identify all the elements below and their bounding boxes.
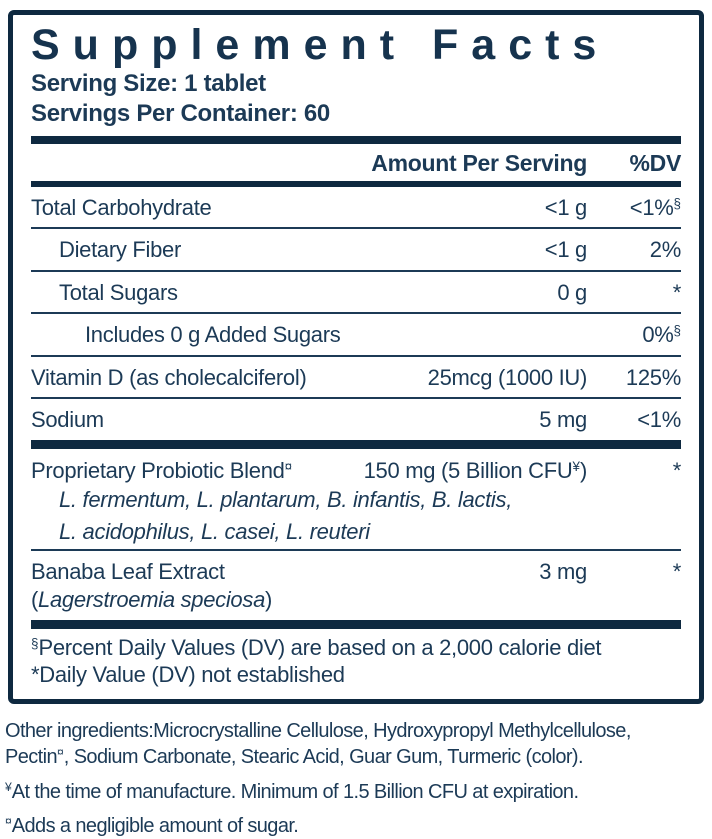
footnote-text: Percent Daily Values (DV) are based on a…: [38, 635, 602, 661]
divider-thin: [31, 549, 681, 552]
dv-value: <1%: [629, 194, 674, 220]
dv-footnote-marker: §: [673, 195, 681, 211]
banaba-dv: *: [672, 559, 682, 585]
banaba-amount: 3 mg: [539, 559, 587, 585]
yen-marker: ¥: [5, 779, 12, 794]
supplement-facts-panel: Supplement Facts Serving Size: 1 tablet …: [8, 10, 704, 704]
table-row: Total Carbohydrate <1 g <1%§: [31, 187, 681, 230]
servings-per-container: Servings Per Container: 60: [31, 100, 330, 128]
nutrient-amount: 5 mg: [539, 407, 587, 433]
footnote-daily-values: §Percent Daily Values (DV) are based on …: [31, 635, 681, 662]
blend-name: Proprietary Probiotic Blend¤: [31, 457, 352, 485]
header-dv: %DV: [629, 149, 681, 176]
footnotes: §Percent Daily Values (DV) are based on …: [31, 629, 681, 691]
blend-species-line: L. acidophilus, L. casei, L. reuteri: [59, 518, 370, 544]
banaba-name-pre: Banaba Leaf Extract (: [31, 559, 225, 612]
nutrient-amount: 25mcg (1000 IU): [427, 364, 588, 390]
blend-amount-text: 150 mg (5 Billion CFU: [363, 457, 573, 483]
banaba-name-post: ): [265, 586, 273, 612]
header-amount-per-serving: Amount Per Serving: [371, 149, 587, 176]
divider-thick: [31, 135, 681, 144]
nutrient-name: Vitamin D (as cholecalciferol): [31, 364, 307, 390]
table-row: Vitamin D (as cholecalciferol) 25mcg (10…: [31, 357, 681, 400]
note-text: Adds a negligible amount of sugar.: [11, 815, 299, 837]
nutrient-name: Total Sugars: [59, 279, 178, 305]
nutrient-dv: 0%§: [587, 321, 681, 349]
nutrient-dv: 125%: [625, 364, 681, 390]
table-row-blend: Proprietary Probiotic Blend¤ 150 mg (5 B…: [31, 449, 681, 487]
banaba-latin-name: Lagerstroemia speciosa: [38, 586, 265, 612]
table-row-banaba: Banaba Leaf Extract (Lagerstroemia speci…: [31, 551, 681, 620]
other-ingredients-line2: Pectin¤, Sodium Carbonate, Stearic Acid,…: [5, 744, 708, 770]
blend-species-line: L. fermentum, L. plantarum, B. infantis,…: [59, 487, 513, 513]
nutrient-amount: <1 g: [544, 194, 588, 220]
nutrient-dv: <1%§: [587, 194, 681, 222]
below-panel-notes: Other ingredients:Microcrystalline Cellu…: [0, 704, 712, 839]
nutrient-name: Includes 0 g Added Sugars: [85, 322, 341, 348]
dv-value: 0%: [642, 322, 674, 348]
ingredient-text: , Sodium Carbonate, Stearic Acid, Guar G…: [63, 746, 584, 769]
blend-dv: *: [672, 457, 682, 483]
divider-thick: [31, 439, 681, 449]
divider-medium: [31, 180, 681, 187]
other-ingredients-line1: Other ingredients:Microcrystalline Cellu…: [5, 719, 631, 742]
note-text: At the time of manufacture. Minimum of 1…: [11, 780, 579, 803]
table-row: Dietary Fiber <1 g 2%: [31, 229, 681, 272]
table-header: Amount Per Serving %DV: [31, 144, 681, 181]
footnote-not-established: *Daily Value (DV) not established: [31, 662, 345, 687]
nutrient-dv: *: [672, 279, 682, 305]
cfu-manufacture-note: ¥At the time of manufacture. Minimum of …: [5, 779, 708, 805]
section-marker: §: [31, 636, 39, 652]
nutrient-dv: <1%: [637, 407, 681, 433]
ingredient-text: Pectin: [5, 746, 58, 769]
blend-name-text: Proprietary Probiotic Blend: [31, 457, 285, 483]
blend-footnote-marker: ¤: [284, 458, 293, 474]
cfu-footnote-marker: ¥: [572, 458, 580, 474]
currency-marker: ¤: [5, 814, 12, 828]
serving-size: Serving Size: 1 tablet: [31, 70, 266, 98]
panel-title: Supplement Facts: [31, 23, 610, 69]
blend-amount: 150 mg (5 Billion CFU¥): [352, 457, 588, 485]
nutrient-name: Total Carbohydrate: [31, 194, 212, 220]
table-row: Includes 0 g Added Sugars 0%§: [31, 314, 681, 357]
divider-thick: [31, 620, 681, 630]
pectin-footnote-marker: ¤: [57, 745, 64, 760]
dv-footnote-marker: §: [673, 323, 681, 339]
blend-amount-close: ): [579, 457, 587, 483]
nutrient-amount: <1 g: [544, 237, 588, 263]
table-row: Total Sugars 0 g *: [31, 272, 681, 315]
table-row: Sodium 5 mg <1%: [31, 399, 681, 440]
nutrient-name: Dietary Fiber: [59, 237, 182, 263]
nutrient-name: Sodium: [31, 407, 104, 433]
negligible-sugar-note: ¤Adds a negligible amount of sugar.: [5, 813, 708, 839]
nutrient-dv: 2%: [649, 237, 682, 263]
banaba-name: Banaba Leaf Extract (Lagerstroemia speci…: [31, 558, 352, 613]
nutrient-amount: 0 g: [557, 279, 587, 305]
